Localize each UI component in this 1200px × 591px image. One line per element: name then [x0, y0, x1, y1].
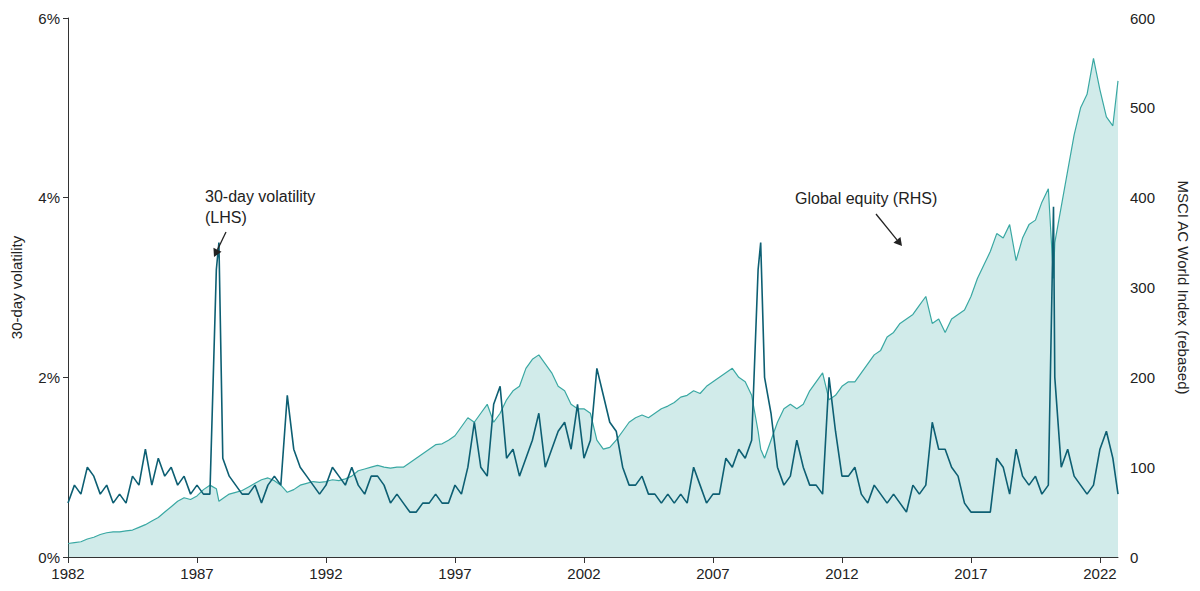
svg-text:100: 100	[1130, 459, 1155, 476]
svg-text:300: 300	[1130, 279, 1155, 296]
svg-text:1982: 1982	[51, 565, 84, 582]
svg-text:400: 400	[1130, 189, 1155, 206]
svg-text:30-day volatility: 30-day volatility	[8, 235, 25, 339]
svg-text:500: 500	[1130, 99, 1155, 116]
svg-text:4%: 4%	[38, 189, 60, 206]
svg-text:200: 200	[1130, 369, 1155, 386]
svg-text:2%: 2%	[38, 369, 60, 386]
svg-text:30-day volatility: 30-day volatility	[205, 188, 315, 205]
svg-text:MSCI AC World Index (rebased): MSCI AC World Index (rebased)	[1175, 181, 1192, 395]
svg-text:1997: 1997	[438, 565, 471, 582]
svg-text:2017: 2017	[954, 565, 987, 582]
svg-text:2007: 2007	[696, 565, 729, 582]
svg-text:1992: 1992	[309, 565, 342, 582]
svg-text:0: 0	[1130, 549, 1138, 566]
svg-text:6%: 6%	[38, 10, 60, 27]
svg-text:1987: 1987	[180, 565, 213, 582]
svg-text:(LHS): (LHS)	[205, 209, 247, 226]
svg-text:0%: 0%	[38, 549, 60, 566]
svg-text:2012: 2012	[825, 565, 858, 582]
svg-text:2002: 2002	[567, 565, 600, 582]
svg-text:600: 600	[1130, 10, 1155, 27]
svg-text:2022: 2022	[1083, 565, 1116, 582]
svg-text:Global equity (RHS): Global equity (RHS)	[795, 190, 937, 207]
